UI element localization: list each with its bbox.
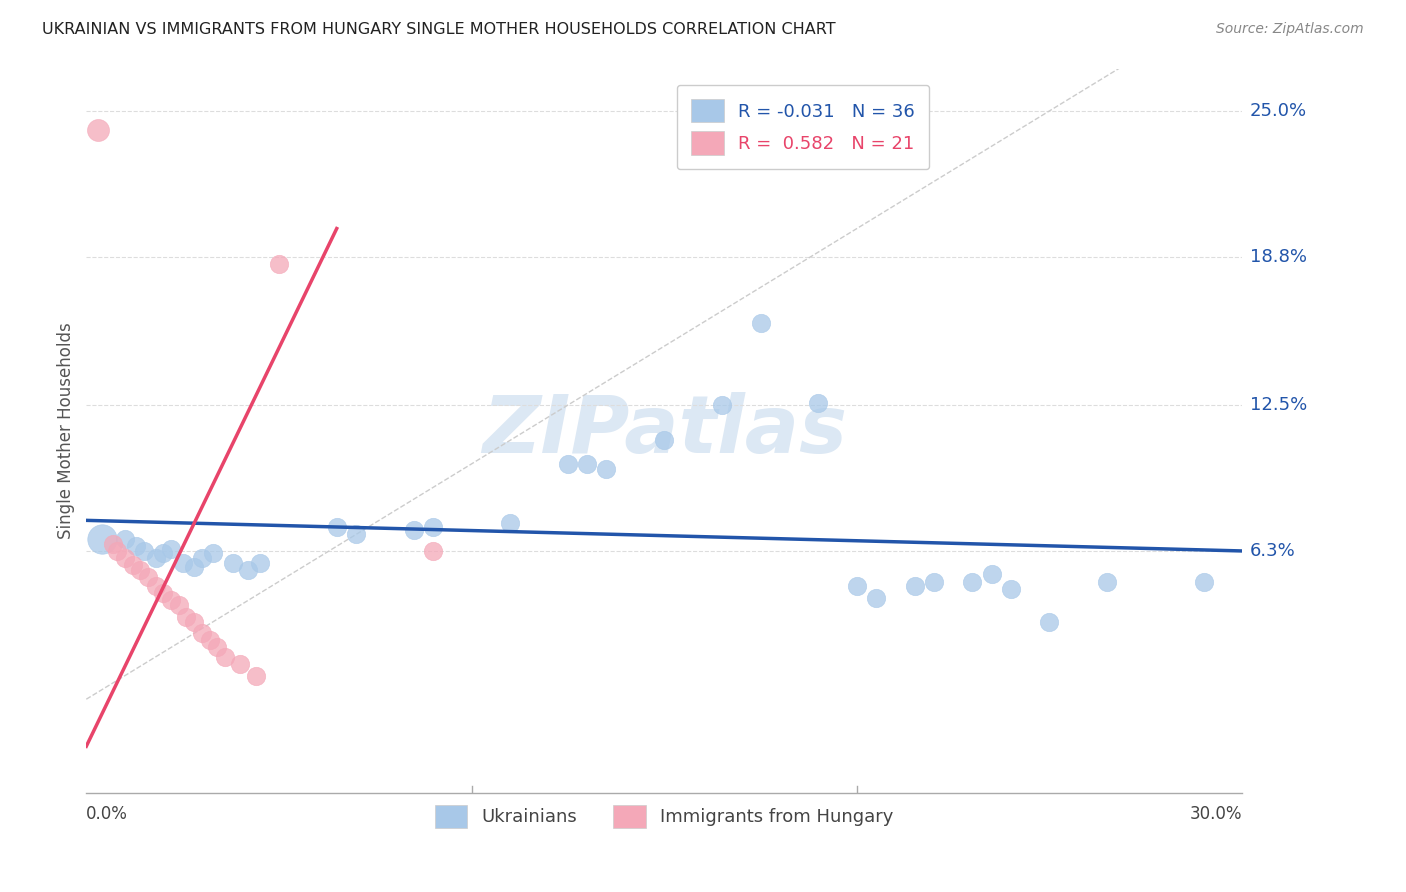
Point bbox=[125, 539, 148, 553]
Point bbox=[222, 556, 245, 570]
Point bbox=[105, 544, 128, 558]
Point bbox=[325, 520, 347, 534]
Point bbox=[90, 532, 112, 546]
Point bbox=[236, 563, 259, 577]
Point bbox=[198, 633, 221, 648]
Point bbox=[245, 668, 267, 682]
Text: 12.5%: 12.5% bbox=[1250, 396, 1308, 414]
Point bbox=[711, 398, 734, 412]
Point bbox=[1097, 574, 1119, 589]
Point bbox=[422, 544, 444, 558]
Legend: Ukrainians, Immigrants from Hungary: Ukrainians, Immigrants from Hungary bbox=[427, 797, 901, 835]
Point bbox=[807, 395, 830, 409]
Point bbox=[103, 537, 125, 551]
Point bbox=[176, 610, 198, 624]
Point bbox=[422, 520, 444, 534]
Point bbox=[114, 532, 136, 546]
Point bbox=[183, 560, 205, 574]
Point bbox=[136, 570, 159, 584]
Point bbox=[980, 567, 1002, 582]
Point bbox=[576, 457, 599, 471]
Text: 0.0%: 0.0% bbox=[86, 805, 128, 823]
Point bbox=[595, 461, 617, 475]
Point bbox=[152, 586, 174, 600]
Point bbox=[904, 579, 927, 593]
Text: 25.0%: 25.0% bbox=[1250, 102, 1308, 120]
Point bbox=[129, 563, 152, 577]
Point bbox=[344, 527, 367, 541]
Point bbox=[499, 516, 522, 530]
Point bbox=[1000, 582, 1022, 596]
Point bbox=[167, 598, 190, 612]
Text: Source: ZipAtlas.com: Source: ZipAtlas.com bbox=[1216, 22, 1364, 37]
Point bbox=[1038, 615, 1060, 629]
Point bbox=[183, 615, 205, 629]
Point bbox=[202, 546, 225, 560]
Point bbox=[207, 640, 229, 655]
Point bbox=[121, 558, 143, 572]
Point bbox=[132, 544, 155, 558]
Point bbox=[160, 593, 183, 607]
Point bbox=[845, 579, 868, 593]
Point bbox=[191, 626, 214, 640]
Text: 6.3%: 6.3% bbox=[1250, 542, 1295, 560]
Point bbox=[114, 551, 136, 566]
Point bbox=[145, 551, 167, 566]
Text: 30.0%: 30.0% bbox=[1189, 805, 1241, 823]
Point bbox=[749, 316, 772, 330]
Y-axis label: Single Mother Households: Single Mother Households bbox=[58, 323, 75, 540]
Point bbox=[214, 649, 236, 664]
Point bbox=[267, 257, 290, 271]
Point bbox=[402, 523, 425, 537]
Point bbox=[962, 574, 984, 589]
Point bbox=[922, 574, 945, 589]
Point bbox=[152, 546, 174, 560]
Text: 18.8%: 18.8% bbox=[1250, 248, 1306, 266]
Point bbox=[652, 434, 675, 448]
Point bbox=[865, 591, 887, 605]
Point bbox=[557, 457, 579, 471]
Point bbox=[191, 551, 214, 566]
Point bbox=[229, 657, 252, 671]
Point bbox=[249, 556, 271, 570]
Text: UKRAINIAN VS IMMIGRANTS FROM HUNGARY SINGLE MOTHER HOUSEHOLDS CORRELATION CHART: UKRAINIAN VS IMMIGRANTS FROM HUNGARY SIN… bbox=[42, 22, 835, 37]
Point bbox=[160, 541, 183, 556]
Point bbox=[172, 556, 194, 570]
Point bbox=[87, 122, 110, 136]
Text: ZIPatlas: ZIPatlas bbox=[482, 392, 846, 470]
Point bbox=[1192, 574, 1215, 589]
Point bbox=[145, 579, 167, 593]
